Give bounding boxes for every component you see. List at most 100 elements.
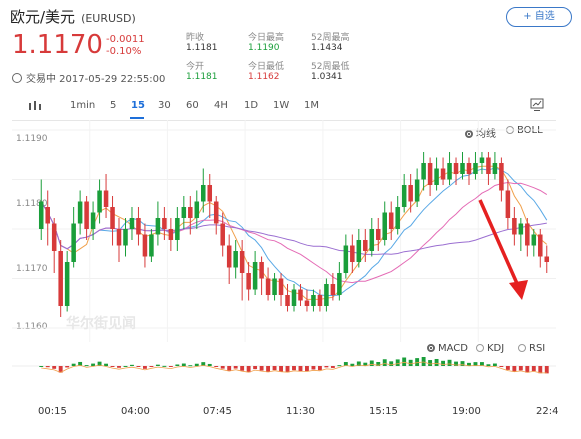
macd-bar (84, 365, 89, 367)
candle-body (123, 229, 128, 246)
macd-bar (233, 366, 238, 369)
macd-bar (395, 359, 400, 366)
candle-body (447, 163, 452, 180)
macd-chart[interactable] (12, 340, 556, 402)
macd-bar (311, 366, 316, 370)
add-to-watchlist-button[interactable]: + 自选 (506, 7, 572, 27)
candle-body (350, 245, 355, 262)
candlestick-icon[interactable] (28, 100, 42, 115)
macd-bar (65, 366, 70, 368)
instrument-title: 欧元/美元 (EURUSD) (10, 6, 136, 27)
tab-1d[interactable]: 1D (244, 100, 259, 111)
macd-bar (408, 359, 413, 366)
radio-selected-icon (465, 130, 473, 138)
macd-bar (389, 361, 394, 366)
macd-bar (155, 364, 160, 366)
candle-body (213, 201, 219, 224)
macd-bar (272, 366, 277, 371)
tab-60[interactable]: 60 (186, 100, 199, 111)
y-tick-label: 1.1190 (16, 134, 48, 144)
tab-4h[interactable]: 4H (214, 100, 228, 111)
candle-body (116, 229, 122, 246)
x-tick-label: 00:15 (38, 406, 67, 417)
macd-bar (428, 360, 433, 366)
macd-bar (227, 366, 232, 371)
candle-body (259, 262, 264, 279)
macd-bar (253, 366, 258, 370)
macd-bar (512, 366, 517, 372)
active-tab-indicator (130, 117, 144, 119)
macd-bar (292, 366, 296, 371)
macd-bar (382, 359, 387, 366)
candle-body (427, 163, 433, 185)
price-change: -0.0011 (106, 34, 145, 45)
radio-icon (476, 344, 484, 352)
macd-bar (91, 363, 96, 366)
macd-bar (434, 358, 439, 366)
candle-body (272, 278, 277, 295)
macd-bar (480, 362, 484, 366)
stat-day-high: 今日最高 1.1190 (248, 33, 285, 53)
macd-bar (130, 364, 134, 366)
macd-bar (240, 366, 245, 371)
stat-day-low: 今日最低 1.1162 (248, 62, 285, 82)
candle-body (311, 295, 316, 306)
candle-body (414, 179, 420, 202)
candle-body (181, 207, 187, 218)
macd-bar (142, 366, 147, 369)
x-tick-label: 11:30 (286, 406, 315, 417)
candle-body (233, 251, 238, 268)
candle-body (505, 190, 511, 218)
tab-15[interactable]: 15 (131, 100, 145, 111)
candle-body (226, 245, 232, 268)
instrument-name: 欧元/美元 (10, 8, 76, 26)
candle-body (298, 289, 303, 301)
candle-body (149, 234, 154, 257)
macd-bar (376, 361, 381, 366)
macd-bar (188, 365, 193, 367)
stat-open: 今开 1.1181 (186, 62, 218, 82)
macd-bar (467, 362, 471, 366)
x-tick-label: 04:00 (121, 406, 150, 417)
price-change-block: -0.0011 -0.10% (106, 34, 145, 58)
candle-body (538, 234, 543, 257)
macd-bar (39, 366, 44, 367)
macd-bar (97, 361, 102, 366)
macd-bar (415, 358, 420, 366)
macd-bar (162, 365, 167, 367)
tab-1m[interactable]: 1M (304, 100, 319, 111)
macd-bar (317, 366, 322, 371)
indicator-kdj-toggle[interactable]: KDJ (476, 343, 504, 354)
macd-bar (194, 363, 199, 366)
macd-bar (369, 360, 374, 366)
price-chart[interactable]: 华尔街见闻 (12, 120, 556, 342)
tab-1min[interactable]: 1min (70, 100, 96, 111)
down-arrow-annotation (478, 199, 528, 300)
candle-body (330, 284, 336, 295)
candle-body (544, 256, 550, 262)
fullscreen-chart-icon[interactable] (530, 98, 544, 115)
candle-body (168, 229, 174, 240)
macd-bar (110, 366, 115, 367)
macd-bar (71, 363, 76, 366)
candle-body (356, 240, 362, 262)
macd-line (41, 361, 547, 374)
indicator-macd-toggle[interactable]: MACD (427, 343, 468, 354)
candle-body (252, 262, 258, 290)
macd-bar (447, 359, 452, 366)
macd-bar (305, 366, 309, 372)
candle-body (207, 185, 213, 202)
candle-body (285, 295, 290, 306)
candle-body (103, 190, 109, 207)
x-tick-label: 15:15 (369, 406, 398, 417)
indicator-ma-toggle[interactable]: 均线 (465, 125, 496, 140)
macd-bar (356, 361, 361, 366)
macd-bar (214, 366, 219, 367)
tab-1w[interactable]: 1W (273, 100, 290, 111)
tab-30[interactable]: 30 (158, 100, 171, 111)
indicator-rsi-toggle[interactable]: RSI (518, 343, 545, 354)
radio-selected-icon (427, 344, 435, 352)
stat-52w-low: 52周最低 1.0341 (311, 62, 350, 82)
price-change-percent: -0.10% (106, 46, 142, 57)
tab-5[interactable]: 5 (110, 100, 117, 111)
